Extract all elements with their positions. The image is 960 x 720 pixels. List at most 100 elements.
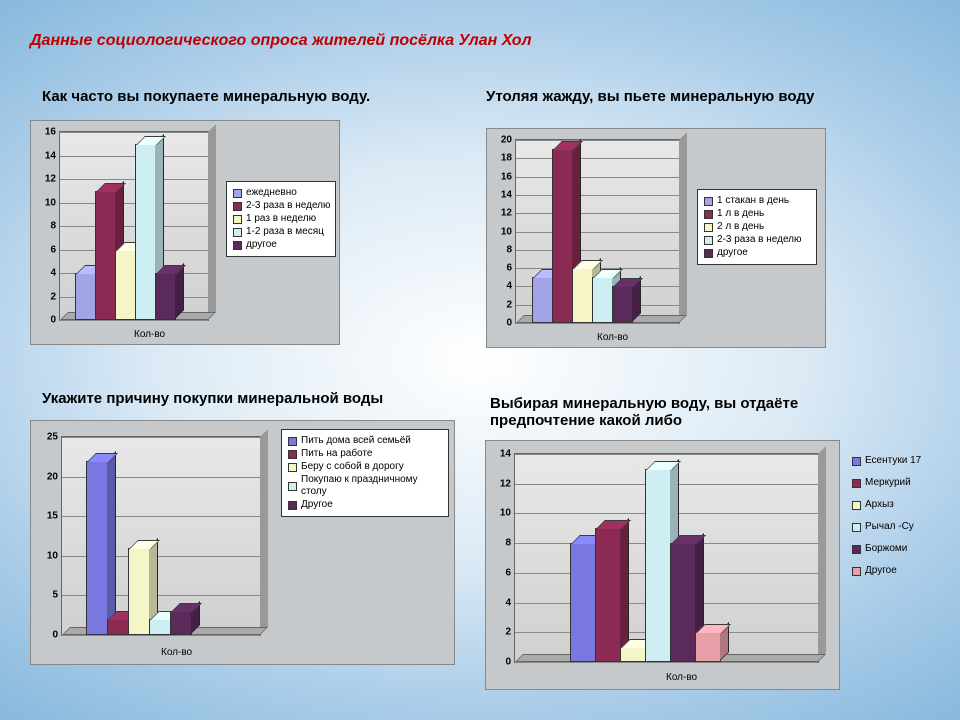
legend-swatch — [852, 479, 861, 488]
chart2-plot: 02468101214161820 — [515, 139, 680, 324]
legend-swatch — [704, 249, 713, 258]
legend-item: 2-3 раза в неделю — [233, 200, 329, 212]
bar — [86, 461, 108, 635]
legend-swatch — [233, 215, 242, 224]
bar-group — [75, 144, 175, 320]
bar — [612, 286, 633, 323]
chart4-plot: 02468101214 — [514, 453, 819, 663]
page-background: Данные социологического опроса жителей п… — [0, 0, 960, 720]
grid-line — [62, 437, 260, 438]
legend-item: 1 раз в неделю — [233, 213, 329, 225]
chart2-title: Утоляя жажду, вы пьете минеральную воду — [486, 88, 814, 105]
legend-label: Архыз — [865, 499, 894, 511]
legend-item: Покупаю к праздничному столу — [288, 474, 442, 498]
bar — [170, 611, 192, 635]
y-tick-label: 10 — [501, 226, 512, 237]
legend-label: Пить на работе — [301, 448, 372, 460]
chart2-legend: 1 стакан в день1 л в день2 л в день2-3 р… — [697, 189, 817, 265]
grid-line — [62, 635, 260, 636]
y-tick-label: 20 — [47, 471, 58, 482]
bar — [115, 250, 136, 321]
bar — [572, 268, 593, 323]
grid-line — [516, 323, 679, 324]
bar — [75, 273, 96, 320]
bar — [149, 619, 171, 635]
chart4-legend: Есентуки 17 Меркурий Архыз Рычал -Су Боржоми… — [852, 445, 921, 587]
legend-swatch — [704, 197, 713, 206]
y-tick-label: 2 — [505, 627, 511, 638]
legend-label: Боржоми — [865, 543, 907, 555]
legend-label: 1 л в день — [717, 208, 764, 220]
chart3-container: 0510152025 Кол-во Пить дома всей семьёйП… — [30, 420, 455, 665]
y-tick-label: 4 — [50, 268, 56, 279]
legend-swatch — [233, 202, 242, 211]
chart2-xlabel: Кол-во — [597, 332, 628, 343]
legend-label: ежедневно — [246, 187, 297, 199]
legend-label: Рычал -Су — [865, 521, 914, 533]
legend-item: Другое — [852, 565, 921, 577]
grid-line — [515, 454, 818, 455]
chart1-wall — [208, 124, 216, 320]
bar — [620, 647, 646, 662]
legend-swatch — [288, 482, 297, 491]
legend-label: другое — [246, 239, 277, 251]
chart3-legend: Пить дома всей семьёйПить на работеБеру … — [281, 429, 449, 517]
y-tick-label: 10 — [500, 508, 511, 519]
y-tick-label: 6 — [506, 263, 512, 274]
y-tick-label: 8 — [506, 244, 512, 255]
chart4-title: Выбирая минеральную воду, вы отдаёте пре… — [490, 395, 890, 429]
legend-swatch — [288, 450, 297, 459]
legend-item: другое — [704, 247, 810, 259]
legend-label: Пить дома всей семьёй — [301, 435, 411, 447]
legend-label: 2 л в день — [717, 221, 764, 233]
chart1-container: 0246810121416 Кол-во ежедневно2-3 раза в… — [30, 120, 340, 345]
legend-item: другое — [233, 239, 329, 251]
legend-item: 1 стакан в день — [704, 195, 810, 207]
legend-item: Беру с собой в дорогу — [288, 461, 442, 473]
legend-swatch — [233, 241, 242, 250]
legend-label: Есентуки 17 — [865, 455, 921, 467]
legend-swatch — [233, 228, 242, 237]
y-tick-label: 16 — [45, 127, 56, 138]
y-tick-label: 12 — [45, 174, 56, 185]
y-tick-label: 10 — [47, 550, 58, 561]
bar-group — [570, 469, 720, 662]
y-tick-label: 5 — [52, 590, 58, 601]
legend-item: Архыз — [852, 499, 921, 511]
y-tick-label: 16 — [501, 171, 512, 182]
legend-label: Меркурий — [865, 477, 911, 489]
chart3-plot: 0510152025 — [61, 436, 261, 636]
legend-swatch — [852, 501, 861, 510]
y-tick-label: 20 — [501, 135, 512, 146]
legend-item: Меркурий — [852, 477, 921, 489]
y-tick-label: 8 — [505, 538, 511, 549]
y-tick-label: 18 — [501, 153, 512, 164]
y-tick-label: 0 — [50, 315, 56, 326]
y-tick-label: 15 — [47, 511, 58, 522]
chart1-plot: 0246810121416 — [59, 131, 209, 321]
y-tick-label: 0 — [505, 657, 511, 668]
chart4-wall — [818, 446, 826, 662]
grid-line — [60, 320, 208, 321]
legend-swatch — [704, 210, 713, 219]
bar — [645, 469, 671, 662]
legend-swatch — [288, 501, 297, 510]
y-tick-label: 14 — [500, 449, 511, 460]
y-tick-label: 4 — [506, 281, 512, 292]
y-tick-label: 6 — [505, 567, 511, 578]
chart3-wall — [260, 429, 268, 635]
legend-label: 2-3 раза в неделю — [717, 234, 802, 246]
legend-swatch — [288, 437, 297, 446]
legend-swatch — [704, 223, 713, 232]
y-tick-label: 25 — [47, 432, 58, 443]
legend-item: 2 л в день — [704, 221, 810, 233]
legend-item: 1-2 раза в месяц — [233, 226, 329, 238]
bar — [107, 619, 129, 635]
bar — [595, 528, 621, 662]
y-tick-label: 6 — [50, 244, 56, 255]
legend-swatch — [852, 457, 861, 466]
bar — [552, 149, 573, 323]
chart1-xlabel: Кол-во — [134, 329, 165, 340]
y-tick-label: 14 — [501, 189, 512, 200]
bar — [155, 273, 176, 320]
